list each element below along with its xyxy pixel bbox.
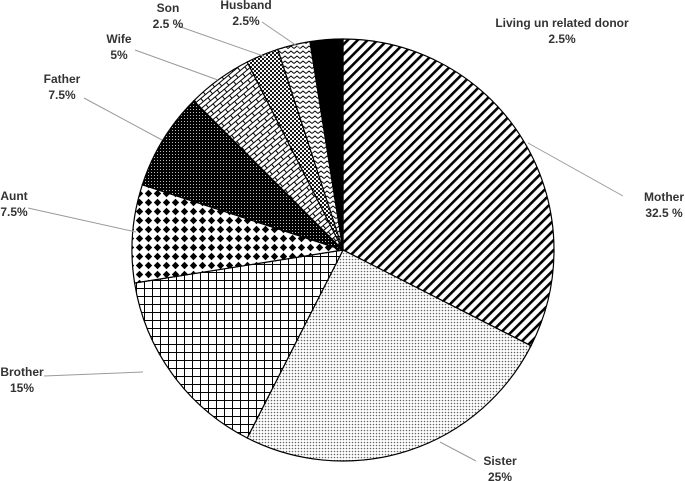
leader-line	[134, 49, 219, 81]
slice-value-label: 2.5 %	[153, 17, 184, 31]
slice-value-label: 7.5%	[0, 205, 28, 219]
slice-label: Aunt	[0, 189, 27, 203]
pie-slice	[309, 38, 344, 251]
slice-value-label: 15%	[10, 381, 34, 395]
slice-label: Wife	[106, 32, 132, 46]
slice-value-label: 7.5%	[48, 88, 76, 102]
leader-line	[261, 21, 301, 49]
leader-line	[43, 371, 144, 377]
pie	[131, 38, 555, 462]
slice-label: Husband	[220, 0, 271, 12]
slice-value-label: 5%	[110, 48, 128, 62]
pie-slice	[246, 249, 532, 462]
leader-line	[177, 25, 267, 58]
slice-label: Sister	[483, 454, 517, 468]
slice-label: Son	[157, 1, 180, 15]
pie-slice	[133, 249, 345, 439]
slice-label: Brother	[0, 365, 44, 379]
leader-line	[439, 441, 477, 462]
pie-slice	[141, 99, 344, 251]
leader-line	[27, 207, 137, 233]
slice-label: Mother	[644, 190, 684, 204]
slice-label: Living un related donor	[495, 16, 629, 30]
slice-value-label: 32.5 %	[645, 206, 683, 220]
pie-slice	[342, 38, 555, 347]
slice-value-label: 2.5%	[232, 14, 260, 28]
leader-line	[83, 97, 163, 141]
leader-line	[527, 142, 624, 197]
slice-label: Father	[44, 72, 81, 86]
slice-value-label: 25%	[488, 470, 512, 481]
pie-slice	[131, 184, 344, 284]
slice-value-label: 2.5%	[548, 32, 576, 46]
